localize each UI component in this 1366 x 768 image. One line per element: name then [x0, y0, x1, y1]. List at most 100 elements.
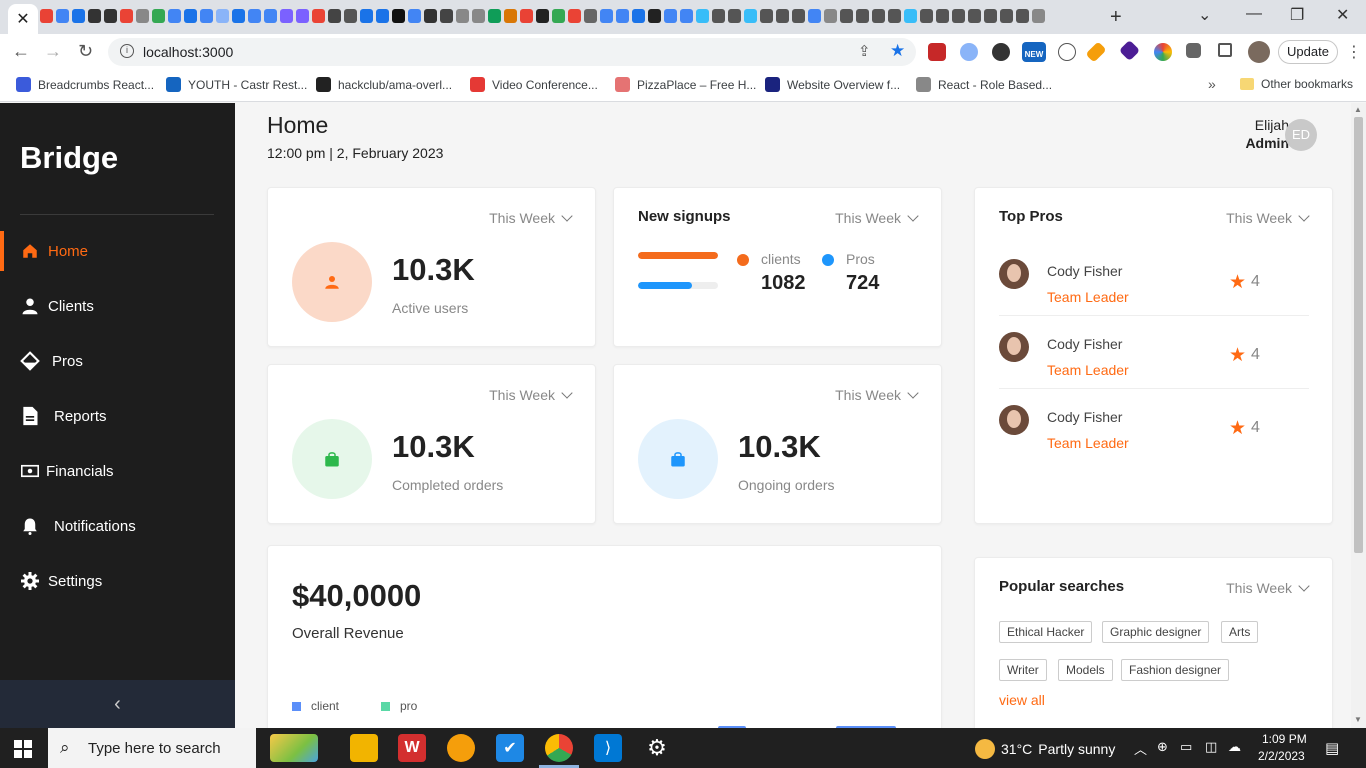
extension-icon[interactable]	[960, 43, 978, 61]
search-tag[interactable]: Arts	[1221, 621, 1259, 643]
browser-menu-icon[interactable]: ⋮	[1346, 44, 1362, 61]
tab[interactable]	[168, 9, 181, 23]
tab[interactable]	[424, 9, 437, 23]
tab[interactable]	[552, 9, 565, 23]
tab-search-chevron-icon[interactable]: ⌄	[1198, 7, 1212, 24]
tab[interactable]	[632, 9, 645, 23]
bookmark-item[interactable]: React - Role Based...	[916, 77, 1052, 92]
bookmark-star-icon[interactable]: ★	[890, 41, 906, 60]
settings-gear-icon[interactable]: ⚙	[647, 735, 667, 760]
tab[interactable]	[760, 9, 773, 23]
clock-time[interactable]: 1:09 PM	[1262, 732, 1307, 746]
tab[interactable]	[856, 9, 869, 23]
minimize-icon[interactable]: —	[1246, 5, 1262, 22]
new-tab-button[interactable]: +	[1110, 6, 1122, 28]
tab[interactable]	[504, 9, 517, 23]
tab[interactable]	[40, 9, 53, 23]
sidebar-item-notifications[interactable]: Notifications	[0, 506, 235, 546]
extension-icon[interactable]	[928, 43, 946, 61]
tab[interactable]	[104, 9, 117, 23]
sidebar-item-clients[interactable]: Clients	[0, 286, 235, 326]
bookmark-item[interactable]: Video Conference...	[470, 77, 598, 92]
tab[interactable]	[472, 9, 485, 23]
tab[interactable]	[376, 9, 389, 23]
tab[interactable]	[584, 9, 597, 23]
tab[interactable]	[968, 9, 981, 23]
tab[interactable]	[232, 9, 245, 23]
tab[interactable]	[1000, 9, 1013, 23]
tab[interactable]	[200, 9, 213, 23]
update-button[interactable]: Update	[1278, 40, 1338, 64]
top-pro-list-item[interactable]: Cody Fisher Team Leader ★ 4	[975, 316, 1309, 389]
tab[interactable]	[904, 9, 917, 23]
taskbar-search-box[interactable]: ⌕ Type here to search	[48, 728, 256, 768]
new-badge-extension-icon[interactable]: NEW	[1022, 42, 1046, 62]
user-avatar[interactable]: ED	[1285, 119, 1317, 151]
tab[interactable]	[744, 9, 757, 23]
tab[interactable]	[408, 9, 421, 23]
extensions-puzzle-icon[interactable]	[1186, 43, 1201, 58]
tab[interactable]	[520, 9, 533, 23]
sidebar-item-settings[interactable]: Settings	[0, 561, 235, 601]
tab[interactable]	[808, 9, 821, 23]
tab[interactable]	[680, 9, 693, 23]
period-filter-dropdown[interactable]: This Week	[1226, 580, 1310, 596]
tab[interactable]	[328, 9, 341, 23]
period-filter-dropdown[interactable]: This Week	[835, 387, 919, 403]
search-tag[interactable]: Graphic designer	[1102, 621, 1210, 643]
tab[interactable]	[120, 9, 133, 23]
other-bookmarks-folder[interactable]: Other bookmarks	[1240, 77, 1353, 91]
top-pro-list-item[interactable]: Cody Fisher Team Leader ★ 4	[975, 389, 1285, 462]
bookmark-item[interactable]: PizzaPlace – Free H...	[615, 77, 756, 92]
tab[interactable]	[440, 9, 453, 23]
tab[interactable]	[184, 9, 197, 23]
bookmark-item[interactable]: Website Overview f...	[765, 77, 900, 92]
period-filter-dropdown[interactable]: This Week	[489, 210, 573, 226]
tab[interactable]	[840, 9, 853, 23]
tab[interactable]	[984, 9, 997, 23]
brave-browser-icon[interactable]	[447, 734, 475, 762]
active-tab-close-icon[interactable]: ✕	[8, 4, 38, 34]
share-icon[interactable]: ⇪	[858, 43, 871, 60]
extension-icon[interactable]	[1118, 39, 1141, 62]
weather-widget[interactable]: 31°C Partly sunny	[975, 739, 1115, 759]
tab[interactable]	[888, 9, 901, 23]
tab[interactable]	[1032, 9, 1045, 23]
tray-overflow-icon[interactable]: ︿	[1134, 742, 1148, 757]
extension-icon[interactable]	[1154, 43, 1172, 61]
scroll-up-arrow-icon[interactable]: ▲	[1354, 105, 1362, 114]
tab[interactable]	[616, 9, 629, 23]
side-panel-icon[interactable]	[1218, 43, 1232, 57]
tab[interactable]	[264, 9, 277, 23]
tab[interactable]	[712, 9, 725, 23]
reload-icon[interactable]: ↻	[78, 41, 94, 61]
search-tag[interactable]: Fashion designer	[1121, 659, 1230, 681]
tab[interactable]	[280, 9, 293, 23]
tab[interactable]	[216, 9, 229, 23]
globe-icon[interactable]: ⊕	[1157, 739, 1168, 754]
back-arrow-icon[interactable]: ←	[12, 41, 30, 61]
sidebar-item-financials[interactable]: Financials	[0, 451, 235, 491]
bookmark-item[interactable]: hackclub/ama-overl...	[316, 77, 452, 92]
tab[interactable]	[776, 9, 789, 23]
onedrive-cloud-icon[interactable]: ☁	[1228, 739, 1241, 754]
wps-office-icon[interactable]: W	[398, 734, 426, 762]
period-filter-dropdown[interactable]: This Week	[489, 387, 573, 403]
tab[interactable]	[600, 9, 613, 23]
tab[interactable]	[792, 9, 805, 23]
battery-icon[interactable]: ▭	[1180, 739, 1193, 754]
search-tag[interactable]: Writer	[999, 659, 1047, 681]
site-info-icon[interactable]: i	[120, 44, 134, 58]
view-all-link[interactable]: view all	[999, 692, 1045, 708]
tab[interactable]	[152, 9, 165, 23]
address-bar[interactable]: i localhost:3000 ⇪ ★	[108, 38, 916, 66]
clock-date[interactable]: 2/2/2023	[1258, 749, 1305, 763]
forward-arrow-icon[interactable]: →	[44, 41, 62, 61]
tab[interactable]	[392, 9, 405, 23]
tab[interactable]	[360, 9, 373, 23]
scroll-down-arrow-icon[interactable]: ▼	[1354, 715, 1362, 724]
tab[interactable]	[664, 9, 677, 23]
tab[interactable]	[56, 9, 69, 23]
top-pro-list-item[interactable]: Cody Fisher Team Leader ★ 4	[975, 243, 1309, 316]
search-tag[interactable]: Models	[1058, 659, 1113, 681]
